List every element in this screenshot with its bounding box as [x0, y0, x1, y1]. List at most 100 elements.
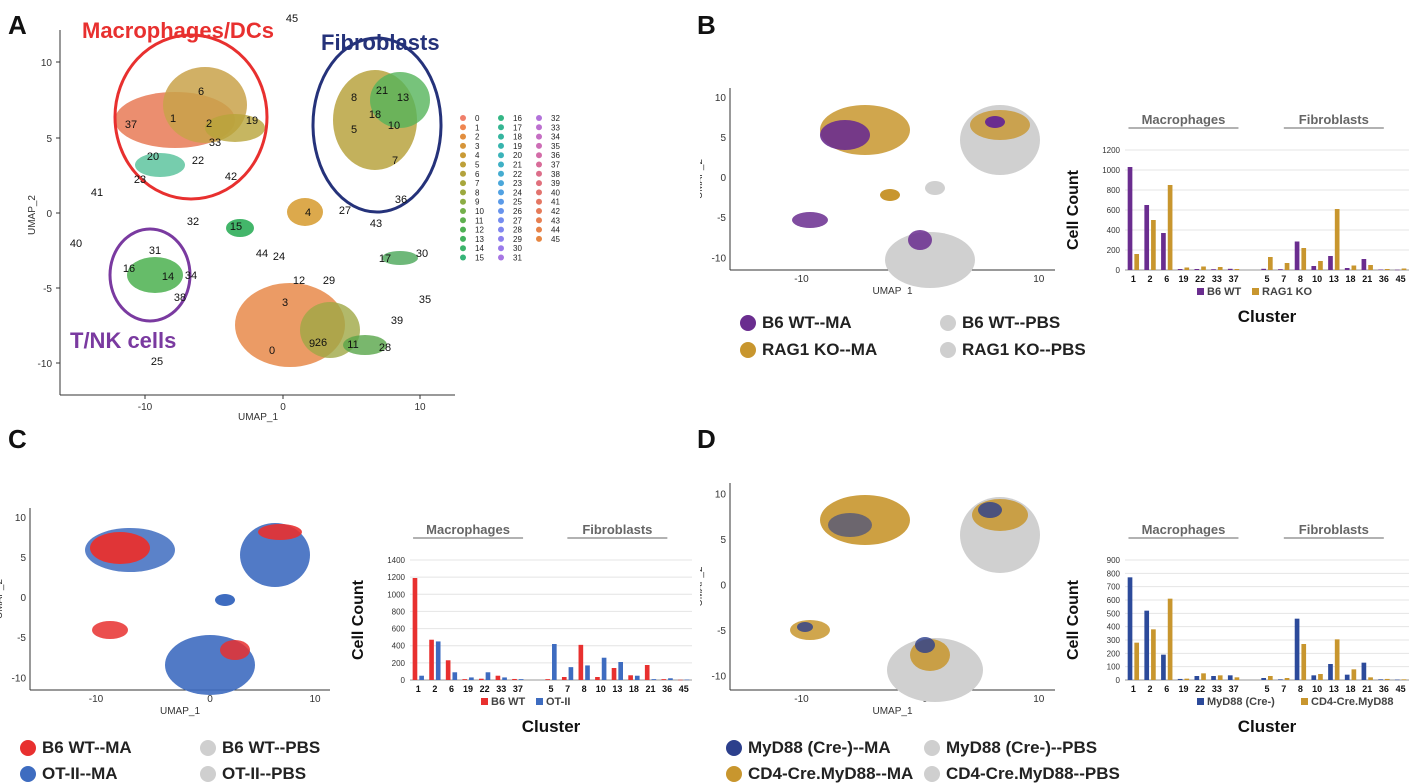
ytick-label: 1200 — [1102, 146, 1120, 155]
bar-myd88-cre--45 — [1394, 679, 1400, 681]
umap-a-ytick-label: -5 — [43, 284, 52, 295]
bar-chart-d: Macrophages Fibroblasts 0 100 200 300 400 500 60… — [1065, 522, 1409, 736]
legend-a-dot — [460, 254, 466, 261]
xtick-label: 33 — [1212, 684, 1222, 694]
group-label-fibroblasts: Fibroblasts — [1299, 112, 1369, 127]
chart-ylabel: Cell Count — [1065, 169, 1082, 250]
bar-ot-ii-6 — [452, 672, 458, 680]
bar-b6-wt-21 — [1361, 259, 1367, 270]
xtick-label: 19 — [463, 684, 473, 694]
legend-a-label: 29 — [513, 235, 522, 244]
bar-b6-wt-13 — [611, 668, 617, 680]
legend-a-dot — [498, 208, 504, 214]
ytick-label: 200 — [1107, 649, 1121, 658]
bar-b6-wt-2 — [1144, 205, 1150, 270]
legend-d-item-1: MyD88 (Cre-)--MA — [726, 738, 891, 758]
legend-a-dot — [460, 142, 466, 149]
umap-a-cluster-label: 13 — [397, 92, 409, 104]
umap-a-xtick-label: -10 — [138, 402, 153, 413]
legend-b-item-4: RAG1 KO--PBS — [940, 340, 1086, 360]
bar-myd88-cre--6 — [1161, 654, 1166, 680]
bar-cd4-cre-myd88-22 — [1201, 673, 1206, 680]
bar-myd88-cre--2 — [1144, 610, 1150, 680]
ytick-label: 800 — [1107, 186, 1121, 195]
bar-cd4-cre-myd88-13 — [1334, 639, 1340, 680]
xtick-label: 22 — [480, 684, 490, 694]
ytick-label: 1000 — [387, 590, 405, 599]
legend-a-dot — [498, 115, 504, 121]
ytick-label: 400 — [1107, 226, 1121, 235]
xtick-label: 37 — [513, 684, 523, 694]
umap-ytick-label: -10 — [712, 253, 727, 264]
bar-cd4-cre-myd88-21 — [1368, 677, 1373, 680]
legend-d-item-3: CD4-Cre.MyD88--MA — [726, 764, 913, 784]
bar-legend-label: RAG1 KO — [1262, 286, 1313, 298]
group-label-macrophages: Macrophages — [426, 522, 510, 537]
legend-a-label: 40 — [551, 188, 560, 197]
bar-ot-ii-45 — [684, 679, 690, 681]
legend-a-label: 22 — [513, 170, 522, 179]
umap-a-cluster-label: 41 — [91, 187, 103, 199]
xtick-label: 10 — [1312, 684, 1322, 694]
umap-a-cluster-label: 5 — [351, 124, 357, 136]
fibroblasts-callout: Fibroblasts — [321, 30, 440, 55]
legend-a-dot — [536, 189, 542, 196]
bar-b6-wt-45 — [678, 679, 683, 681]
ytick-label: 600 — [1107, 206, 1121, 215]
bar-b6-wt-7 — [561, 677, 567, 680]
legend-a-dot — [498, 124, 504, 131]
bar-myd88-cre--22 — [1194, 676, 1200, 680]
legend-a-label: 35 — [551, 142, 560, 151]
chart-xlabel: Cluster — [522, 717, 581, 736]
umap-a-cluster-label: 32 — [187, 216, 199, 228]
legend-a-label: 31 — [513, 254, 522, 263]
bar-group-headers: Macrophages Fibroblasts — [1128, 112, 1384, 129]
xtick-label: 1 — [1131, 684, 1136, 694]
bar-rag1-ko-36 — [1384, 269, 1390, 270]
bar-ot-ii-7 — [568, 667, 574, 680]
bar-b6-wt-36 — [661, 679, 667, 680]
bar-ot-ii-22 — [485, 672, 491, 680]
legend-a-dot — [498, 189, 504, 196]
bar-b6-wt-8 — [578, 644, 584, 680]
bar-b6-wt-19 — [1177, 269, 1183, 270]
xtick-label: 33 — [496, 684, 506, 694]
umap-a-cluster-label: 21 — [376, 85, 388, 97]
bar-rag1-ko-18 — [1351, 265, 1357, 270]
bar-ot-ii-36 — [668, 678, 673, 680]
legend-d-label-2: MyD88 (Cre-)--PBS — [946, 738, 1098, 757]
bar-legend-swatch — [536, 698, 543, 705]
legend-a-label: 34 — [551, 133, 560, 142]
bar-legend: B6 WT RAG1 KO — [1197, 286, 1313, 298]
legend-a-dot — [498, 161, 504, 168]
legend-a-label: 3 — [475, 142, 480, 151]
ytick-label: 700 — [1107, 583, 1121, 592]
xtick-label: 2 — [1148, 274, 1153, 284]
bar-rag1-ko-6 — [1167, 185, 1173, 270]
umap-a-cluster-label: 15 — [230, 221, 242, 233]
umap-ylabel: UMAP_2 — [700, 566, 705, 606]
chart-ylabel: Cell Count — [1065, 579, 1082, 660]
umap-ytick-label: -5 — [17, 633, 26, 644]
legend-a-label: 9 — [475, 198, 480, 207]
legend-b-dot-2 — [940, 315, 956, 331]
cluster-cloud-14 — [127, 257, 183, 293]
legend-d-item-2: MyD88 (Cre-)--PBS — [924, 738, 1097, 758]
legend-a-label: 32 — [551, 114, 560, 123]
umap-a-cluster-label: 8 — [351, 92, 357, 104]
umap-a-cluster-label: 29 — [323, 275, 335, 287]
ytick-label: 900 — [1107, 556, 1121, 565]
umap-a-cluster-label: 31 — [149, 245, 161, 257]
ytick-label: 200 — [1107, 246, 1121, 255]
legend-a-label: 7 — [475, 179, 480, 188]
ytick-label: 1400 — [387, 556, 405, 565]
bar-cd4-cre-myd88-2 — [1151, 629, 1156, 680]
cluster-cloud-4 — [287, 198, 323, 226]
group-label-fibroblasts: Fibroblasts — [1299, 522, 1369, 537]
umap-ytick-label: -10 — [712, 672, 727, 683]
legend-a-dot — [498, 152, 504, 159]
xtick-label: 37 — [1229, 274, 1239, 284]
legend-a-label: 8 — [475, 188, 480, 197]
ytick-label: 0 — [401, 676, 406, 685]
